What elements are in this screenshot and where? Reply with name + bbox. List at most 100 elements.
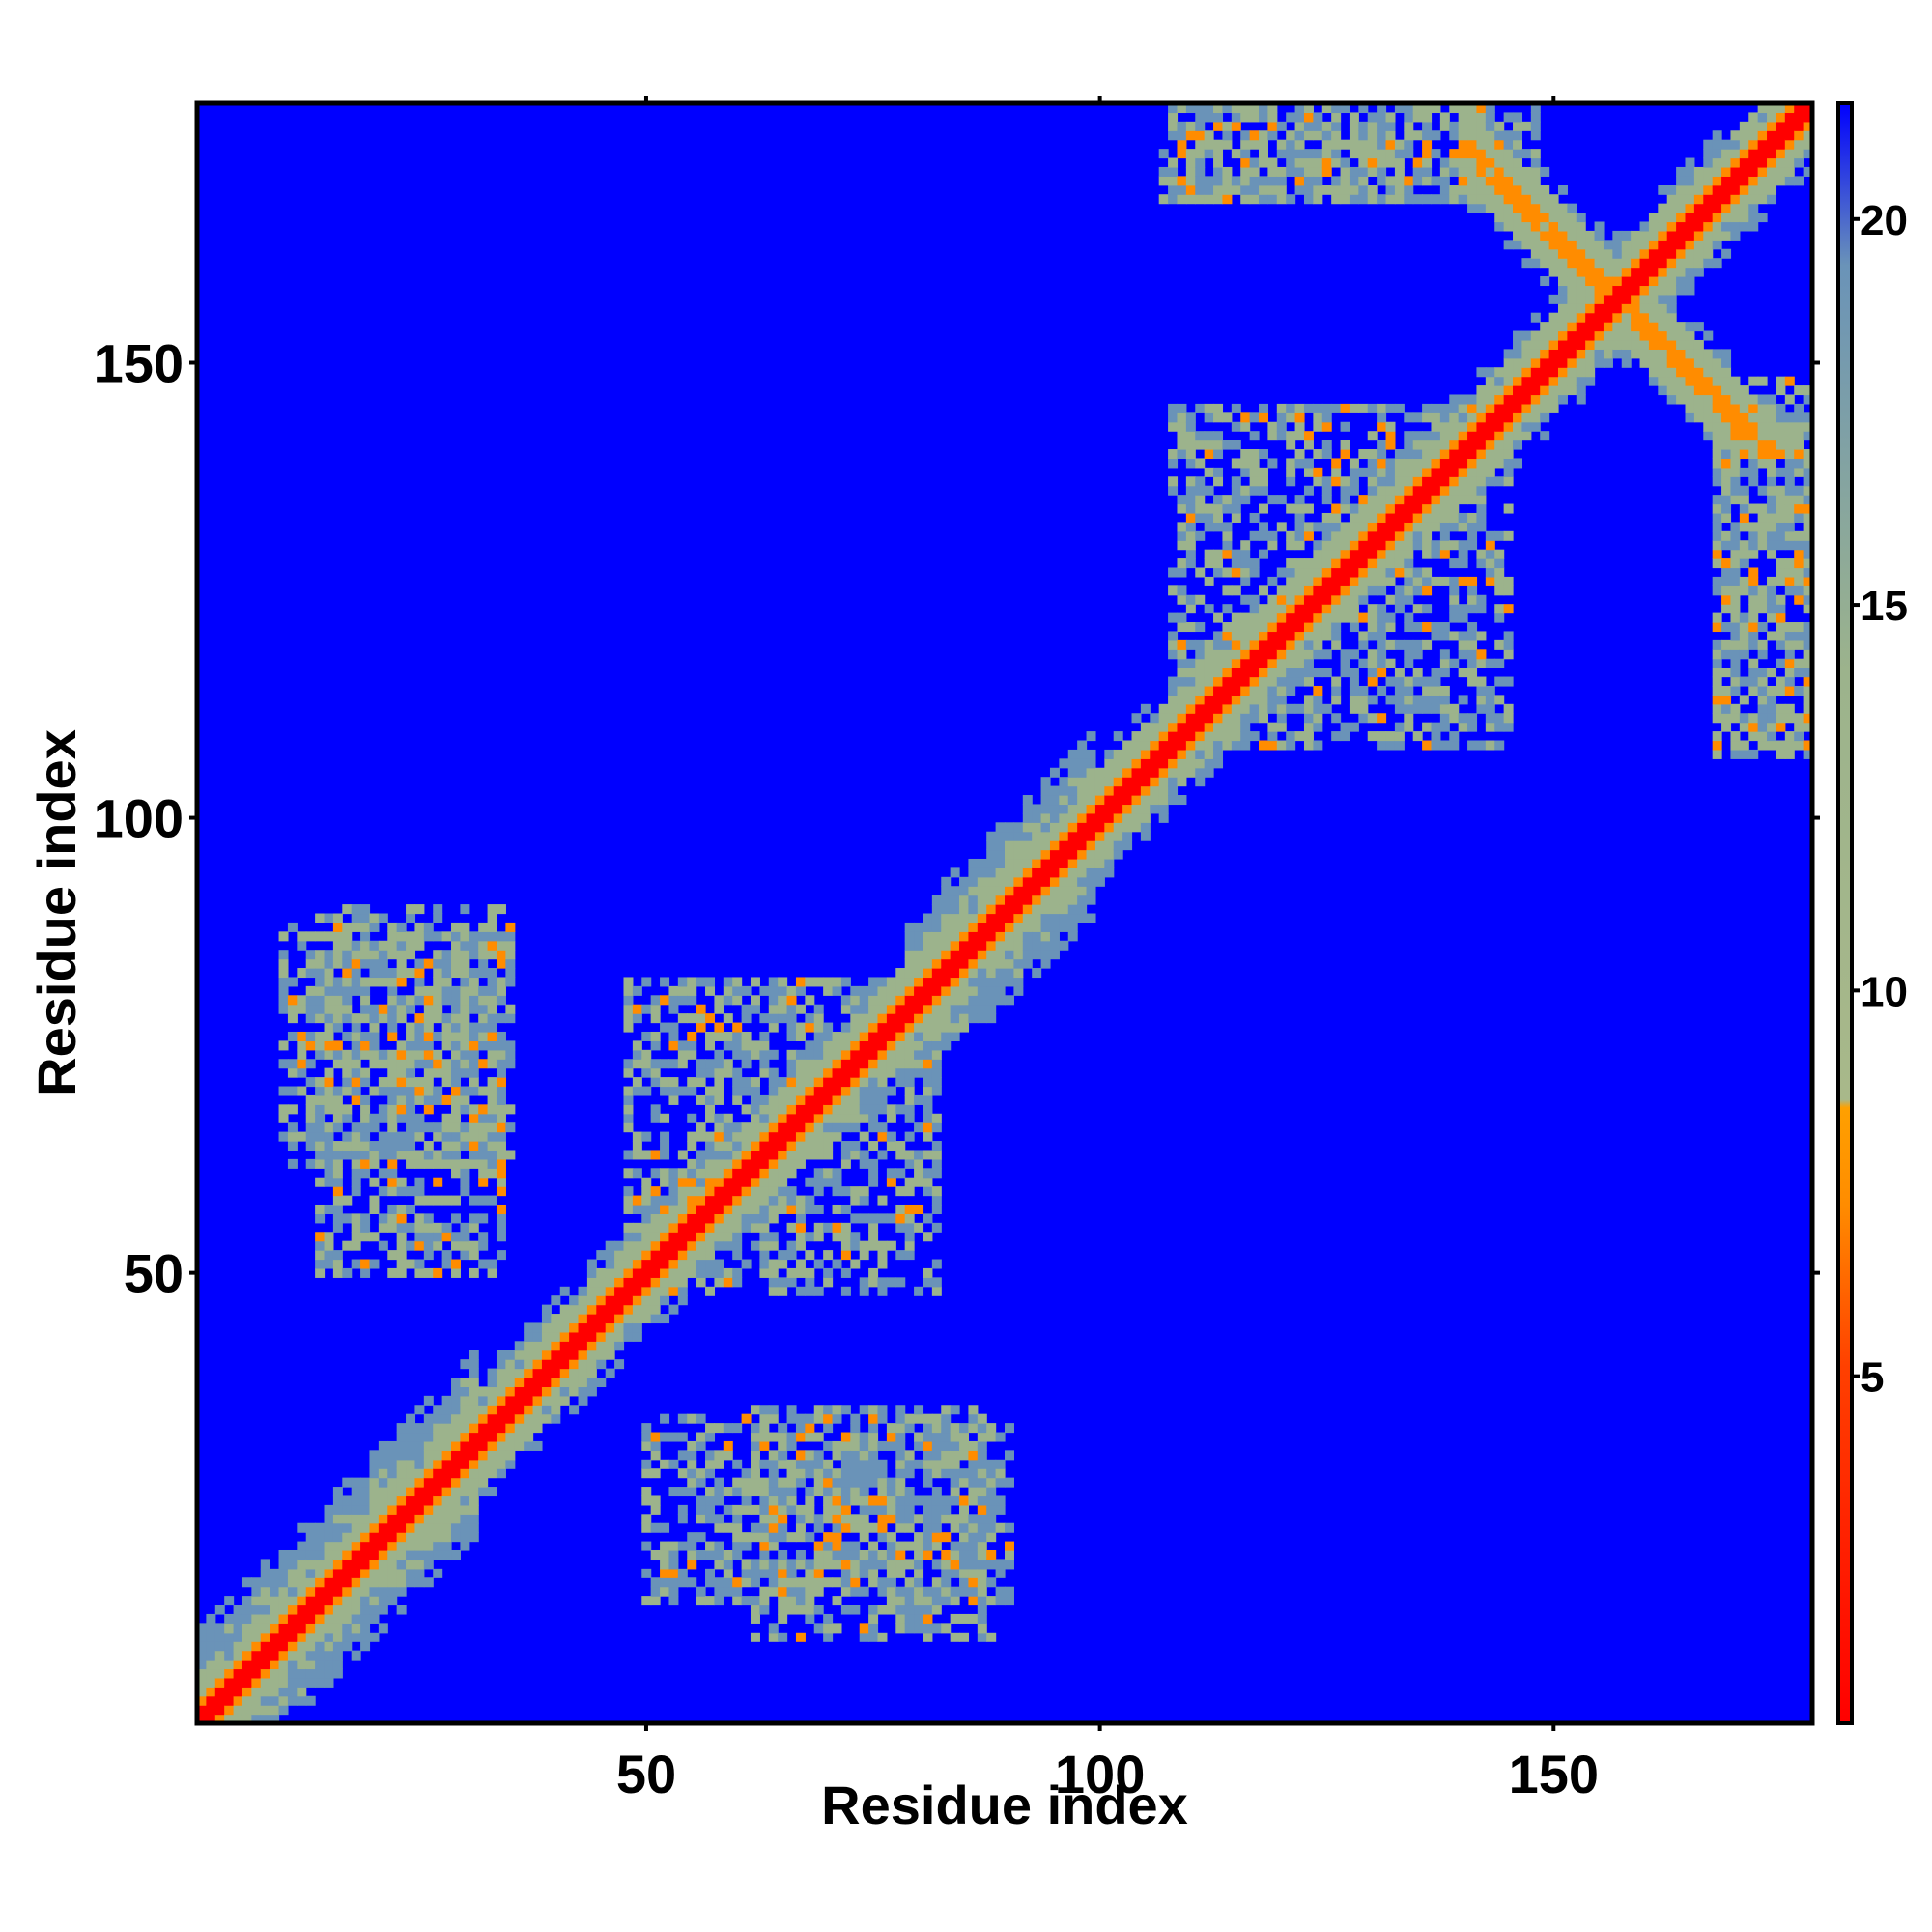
heatmap-cell (1467, 722, 1478, 732)
heatmap-cell (487, 1440, 497, 1451)
heatmap-cell (1249, 530, 1260, 541)
heatmap-cell (868, 1568, 879, 1578)
heatmap-cell (687, 1468, 697, 1479)
heatmap-cell (360, 958, 371, 969)
heatmap-cell (1168, 157, 1179, 168)
heatmap-cell (1185, 722, 1196, 732)
heatmap-cell (904, 1158, 915, 1169)
heatmap-cell (968, 895, 979, 905)
heatmap-cell (378, 1559, 388, 1570)
heatmap-cell (1313, 121, 1323, 131)
heatmap-cell (623, 1322, 634, 1333)
heatmap-cell (904, 1504, 915, 1515)
heatmap-cell (750, 1204, 760, 1214)
heatmap-cell (1303, 668, 1314, 678)
heatmap-cell (297, 1031, 307, 1041)
heatmap-cell (859, 1522, 869, 1533)
heatmap-cell (859, 1150, 869, 1160)
heatmap-cell (1303, 676, 1314, 687)
heatmap-cell (1086, 758, 1096, 769)
heatmap-cell (677, 1295, 688, 1306)
heatmap-cell (469, 1405, 479, 1415)
heatmap-cell (877, 1577, 888, 1588)
heatmap-cell (823, 1487, 834, 1497)
heatmap-cell (1431, 458, 1441, 469)
heatmap-cell (324, 1641, 334, 1652)
heatmap-cell (1431, 431, 1441, 441)
heatmap-cell (469, 1104, 479, 1115)
heatmap-cell (441, 1504, 452, 1515)
heatmap-cell (1485, 576, 1495, 586)
heatmap-cell (1294, 567, 1305, 578)
heatmap-cell (778, 1150, 788, 1160)
heatmap-cell (1231, 668, 1241, 678)
heatmap-cell (1259, 695, 1268, 705)
heatmap-cell (1140, 758, 1151, 769)
heatmap-cell (840, 1495, 851, 1506)
heatmap-cell (1321, 594, 1332, 605)
heatmap-cell (369, 1086, 380, 1096)
heatmap-cell (324, 1077, 334, 1088)
heatmap-cell (332, 1605, 343, 1615)
heatmap-cell (1467, 139, 1478, 150)
heatmap-cell (687, 1013, 697, 1024)
heatmap-cell (270, 1660, 280, 1670)
heatmap-cell (469, 1450, 479, 1461)
heatmap-cell (778, 1250, 788, 1261)
heatmap-cell (460, 1031, 470, 1041)
heatmap-cell (1286, 530, 1296, 541)
heatmap-cell (1377, 658, 1387, 668)
heatmap-cell (332, 1059, 343, 1069)
heatmap-cell (813, 1477, 824, 1488)
heatmap-cell (1521, 339, 1532, 350)
heatmap-cell (1449, 576, 1460, 586)
heatmap-cell (1204, 676, 1214, 687)
heatmap-cell (1286, 149, 1296, 159)
heatmap-cell (995, 876, 1006, 887)
heatmap-cell (360, 1632, 371, 1642)
heatmap-cell (1049, 931, 1060, 942)
heatmap-cell (968, 1495, 979, 1506)
heatmap-cell (687, 1232, 697, 1242)
heatmap-cell (768, 1049, 779, 1060)
heatmap-cell (1422, 139, 1433, 150)
heatmap-cell (986, 995, 997, 1006)
heatmap-cell (496, 1405, 506, 1415)
heatmap-cell (977, 1532, 987, 1543)
heatmap-cell (378, 968, 388, 979)
heatmap-cell (1231, 585, 1241, 596)
heatmap-cell (1240, 157, 1251, 168)
heatmap-cell (342, 922, 353, 932)
heatmap-cell (941, 1568, 952, 1578)
heatmap-cell (305, 1695, 316, 1706)
heatmap-cell (950, 977, 960, 987)
heatmap-cell (1276, 166, 1287, 177)
heatmap-cell (832, 1541, 842, 1551)
heatmap-cell (914, 995, 924, 1006)
heatmap-cell (823, 977, 834, 987)
heatmap-cell (904, 1623, 915, 1634)
heatmap-cell (1422, 512, 1433, 523)
heatmap-cell (1122, 785, 1133, 796)
heatmap-cell (650, 1113, 661, 1123)
heatmap-cell (1494, 549, 1505, 559)
heatmap-cell (423, 1395, 434, 1406)
heatmap-cell (823, 1077, 834, 1088)
heatmap-cell (315, 1004, 326, 1014)
heatmap-cell (487, 1450, 497, 1461)
heatmap-cell (1267, 576, 1278, 586)
heatmap-cell (1548, 385, 1559, 396)
heatmap-cell (324, 1250, 334, 1261)
heatmap-cell (877, 1522, 888, 1533)
heatmap-cell (1222, 522, 1233, 532)
heatmap-cell (840, 1267, 851, 1278)
heatmap-cell (1267, 431, 1278, 441)
heatmap-cell (1349, 166, 1359, 177)
heatmap-cell (1485, 394, 1495, 405)
heatmap-cell (1513, 403, 1523, 413)
heatmap-cell (369, 1632, 380, 1642)
heatmap-cell (478, 1432, 489, 1442)
heatmap-cell (270, 1568, 280, 1578)
heatmap-cell (868, 1468, 879, 1479)
heatmap-cell (1321, 530, 1332, 541)
